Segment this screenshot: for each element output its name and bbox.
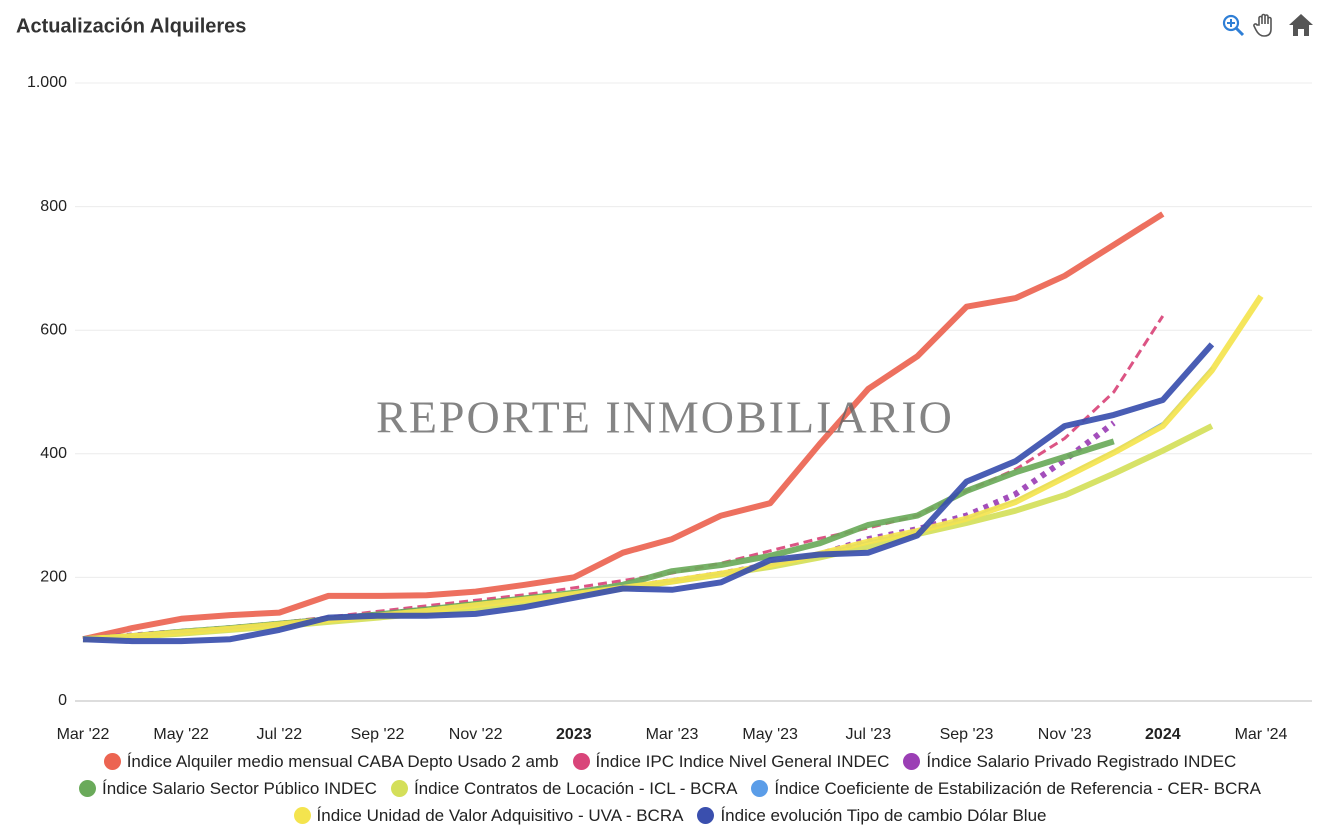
y-tick-label: 0 [58,692,67,709]
x-tick-label: Sep '23 [940,726,994,743]
zoom-icon[interactable] [1222,14,1245,37]
x-tick-label: 2023 [556,726,592,743]
chart-title: Actualización Alquileres [16,15,246,37]
x-tick-label: Sep '22 [351,726,405,743]
legend-swatch [572,753,590,770]
legend-item[interactable]: Índice Contratos de Locación - ICL - BCR… [390,778,738,799]
watermark: REPORTE INMOBILIARIO [376,392,954,443]
legend-item[interactable]: Índice Salario Privado Registrado INDEC [903,752,1236,772]
x-tick-label: 2024 [1145,726,1181,743]
toolbar [1222,13,1313,37]
y-tick-label: 800 [40,198,67,215]
x-tick-label: Mar '24 [1235,726,1288,743]
legend-swatch [751,780,769,797]
legend-swatch [390,780,408,797]
x-tick-label: Mar '22 [57,726,110,743]
legend-item[interactable]: Índice IPC Indice Nivel General INDEC [572,751,890,772]
legend-label: Índice Salario Sector Público INDEC [101,778,377,798]
x-tick-label: Jul '23 [845,726,891,743]
legend-label: Índice Salario Privado Registrado INDEC [926,751,1237,771]
legend-swatch [103,753,121,770]
legend-label: Índice Alquiler medio mensual CABA Depto… [126,751,559,771]
x-tick-label: Nov '22 [449,726,503,743]
legend-row: Índice Salario Sector Público INDEC Índic… [0,775,1340,802]
series-line [82,211,1165,643]
y-tick-label: 600 [40,321,67,338]
y-tick-label: 200 [40,569,67,586]
y-tick-label: 400 [40,445,67,462]
series-line [82,423,1214,643]
y-tick-label: 1.000 [27,74,67,91]
legend-label: Índice Unidad de Valor Adquisitivo - UVA… [316,805,684,825]
legend-label: Índice Coeficiente de Estabilización de … [774,778,1262,798]
series-line [82,342,1215,645]
legend-label: Índice Contratos de Locación - ICL - BCR… [413,778,738,798]
series-line [82,420,1116,643]
x-tick-label: Mar '23 [646,726,699,743]
legend-item[interactable]: Índice Unidad de Valor Adquisitivo - UVA… [293,805,684,826]
legend-item[interactable]: Índice evolución Tipo de cambio Dólar Bl… [697,806,1046,826]
x-tick-label: May '23 [742,726,798,743]
legend-swatch [78,780,96,797]
legend-row: Índice Alquiler medio mensual CABA Depto… [0,748,1340,775]
home-icon[interactable] [1289,14,1313,36]
legend-item[interactable]: Índice Salario Sector Público INDEC [78,778,377,799]
legend: Índice Alquiler medio mensual CABA Depto… [0,748,1340,829]
legend-swatch [697,807,715,824]
legend-item[interactable]: Índice Alquiler medio mensual CABA Depto… [103,751,559,772]
x-tick-label: Nov '23 [1038,726,1092,743]
legend-label: Índice IPC Indice Nivel General INDEC [595,751,890,771]
legend-swatch [903,753,921,770]
legend-swatch [293,807,311,824]
legend-item[interactable]: Índice Coeficiente de Estabilización de … [751,779,1261,799]
pan-icon[interactable] [1253,13,1272,37]
x-tick-label: May '22 [153,726,209,743]
legend-row: Índice Unidad de Valor Adquisitivo - UVA… [0,802,1340,829]
series-line [82,294,1264,643]
series-line [82,438,1115,643]
chart: Actualización Alquileres 0 200 400 600 800 1.… [16,13,1313,743]
x-tick-label: Jul '22 [256,726,302,743]
legend-label: Índice evolución Tipo de cambio Dólar Bl… [720,805,1047,825]
